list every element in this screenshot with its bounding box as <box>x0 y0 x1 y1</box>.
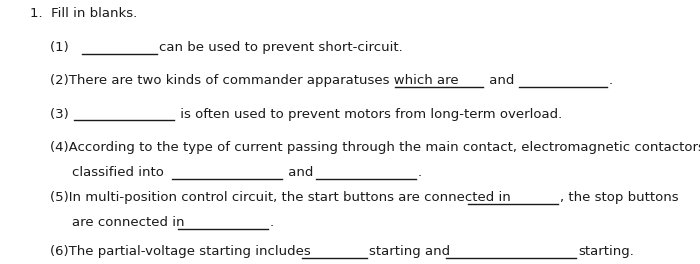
Text: (4)According to the type of current passing through the main contact, electromag: (4)According to the type of current pass… <box>50 141 700 154</box>
Text: is often used to prevent motors from long-term overload.: is often used to prevent motors from lon… <box>176 108 562 121</box>
Text: can be used to prevent short-circuit.: can be used to prevent short-circuit. <box>159 41 402 54</box>
Text: and: and <box>284 166 318 179</box>
Text: classified into: classified into <box>72 166 168 179</box>
Text: (2)There are two kinds of commander apparatuses which are: (2)There are two kinds of commander appa… <box>50 74 463 87</box>
Text: (3): (3) <box>50 108 73 121</box>
Text: , the stop buttons: , the stop buttons <box>560 191 678 204</box>
Text: .: . <box>418 166 422 179</box>
Text: .: . <box>609 74 613 87</box>
Text: (1): (1) <box>50 41 73 54</box>
Text: .: . <box>270 216 274 229</box>
Text: 1.  Fill in blanks.: 1. Fill in blanks. <box>30 7 137 20</box>
Text: starting.: starting. <box>578 245 634 258</box>
Text: starting and: starting and <box>369 245 454 258</box>
Text: (6)The partial-voltage starting includes: (6)The partial-voltage starting includes <box>50 245 315 258</box>
Text: are connected in: are connected in <box>72 216 189 229</box>
Text: and: and <box>485 74 519 87</box>
Text: (5)In multi-position control circuit, the start buttons are connected in: (5)In multi-position control circuit, th… <box>50 191 515 204</box>
